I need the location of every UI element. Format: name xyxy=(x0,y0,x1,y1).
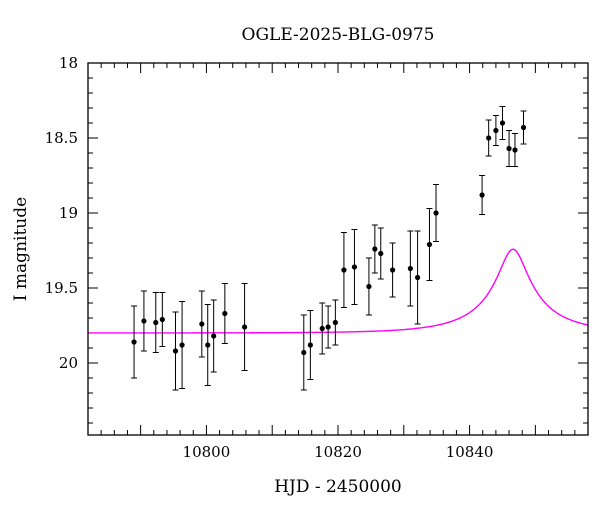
data-point xyxy=(426,241,433,248)
plot-area xyxy=(88,106,588,391)
data-point xyxy=(378,250,384,257)
data-point xyxy=(205,342,211,348)
model-curve xyxy=(88,248,588,334)
data-point xyxy=(499,120,506,126)
data-point xyxy=(211,333,217,339)
data-point xyxy=(131,339,137,345)
x-tick-label: 10840 xyxy=(446,443,494,461)
data-point xyxy=(372,246,378,252)
data-point xyxy=(479,192,485,198)
x-axis-label: HJD - 2450000 xyxy=(274,477,402,497)
data-point xyxy=(433,210,439,216)
y-tick-label: 18 xyxy=(59,54,78,72)
data-point xyxy=(366,283,372,290)
y-tick-label: 19.5 xyxy=(45,279,78,297)
y-tick-label: 19 xyxy=(59,204,78,222)
data-point xyxy=(415,274,421,281)
data-point xyxy=(506,145,512,152)
data-point xyxy=(199,321,205,327)
data-point xyxy=(222,310,228,317)
data-point xyxy=(486,135,492,141)
y-tick-label: 18.5 xyxy=(45,129,78,147)
y-tick-label: 20 xyxy=(59,354,78,372)
data-point xyxy=(141,318,147,324)
data-point xyxy=(241,324,248,330)
x-tick-label: 10800 xyxy=(183,443,231,461)
data-point xyxy=(351,264,358,270)
data-point xyxy=(390,267,396,273)
data-point xyxy=(153,319,159,326)
plot-frame xyxy=(87,62,589,436)
data-point xyxy=(307,342,313,348)
data-point xyxy=(301,349,307,356)
data-point xyxy=(407,265,413,272)
chart-title: OGLE-2025-BLG-0975 xyxy=(242,25,435,45)
data-point xyxy=(341,267,347,273)
data-point xyxy=(179,342,185,348)
data-point xyxy=(325,324,331,330)
y-axis-label: I magnitude xyxy=(11,197,31,301)
axis-tick-labels: 10800 10820 10840 18 18.5 19 19.5 20 xyxy=(45,54,494,461)
data-point xyxy=(512,147,518,153)
data-point xyxy=(159,316,165,323)
data-point xyxy=(520,124,527,131)
data-point xyxy=(319,325,325,332)
data-point xyxy=(493,127,499,134)
data-point xyxy=(172,348,179,354)
data-points xyxy=(131,106,527,391)
x-tick-label: 10820 xyxy=(314,443,362,461)
axis-ticks xyxy=(87,62,589,435)
data-point xyxy=(332,319,338,326)
